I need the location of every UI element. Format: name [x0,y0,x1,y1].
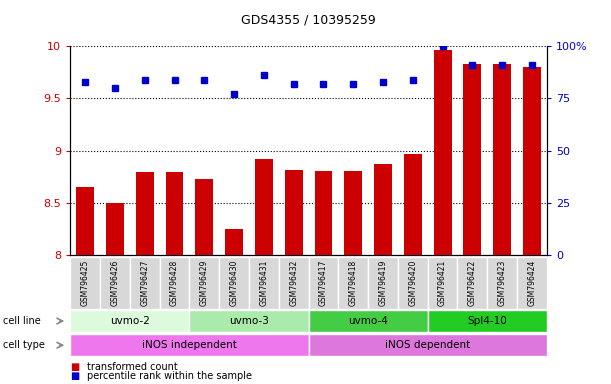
Bar [285,170,302,255]
Bar [488,257,517,309]
Text: cell type: cell type [3,340,45,350]
Text: GSM796421: GSM796421 [438,260,447,306]
Text: percentile rank within the sample: percentile rank within the sample [87,371,252,381]
Bar [100,257,130,309]
Text: GSM796422: GSM796422 [468,260,477,306]
Bar [189,257,219,309]
Bar [523,67,541,255]
Text: transformed count: transformed count [87,362,178,372]
Text: ■: ■ [70,362,79,372]
Bar [434,50,452,255]
Bar [70,334,309,356]
Text: uvmo-2: uvmo-2 [110,316,150,326]
Bar [309,310,428,332]
Text: uvmo-4: uvmo-4 [348,316,388,326]
Bar [428,257,458,309]
Text: GSM796419: GSM796419 [379,260,387,306]
Bar [398,257,428,309]
Text: uvmo-3: uvmo-3 [229,316,269,326]
Bar [249,257,279,309]
Bar [309,334,547,356]
Bar [70,257,100,309]
Bar [309,257,338,309]
Text: GDS4355 / 10395259: GDS4355 / 10395259 [241,13,376,26]
Text: GSM796417: GSM796417 [319,260,328,306]
Bar [225,229,243,255]
Text: iNOS independent: iNOS independent [142,340,237,350]
Text: GSM796418: GSM796418 [349,260,357,306]
Bar [458,257,488,309]
Bar [70,310,189,332]
Text: GSM796429: GSM796429 [200,260,209,306]
Text: GSM796432: GSM796432 [289,260,298,306]
Bar [76,187,94,255]
Bar [166,172,183,255]
Bar [315,170,332,255]
Text: GSM796431: GSM796431 [260,260,268,306]
Bar [196,179,213,255]
Text: GSM796423: GSM796423 [498,260,507,306]
Bar [517,257,547,309]
Text: GSM796427: GSM796427 [141,260,149,306]
Text: GSM796425: GSM796425 [81,260,90,306]
Text: iNOS dependent: iNOS dependent [385,340,470,350]
Text: GSM796420: GSM796420 [408,260,417,306]
Bar [189,310,309,332]
Bar [428,310,547,332]
Text: GSM796424: GSM796424 [527,260,536,306]
Bar [345,170,362,255]
Text: GSM796426: GSM796426 [111,260,119,306]
Text: Spl4-10: Spl4-10 [467,316,507,326]
Bar [136,172,154,255]
Text: GSM796428: GSM796428 [170,260,179,306]
Bar [130,257,159,309]
Bar [463,64,481,255]
Bar [338,257,368,309]
Bar [404,154,422,255]
Bar [493,64,511,255]
Bar [159,257,189,309]
Text: ■: ■ [70,371,79,381]
Text: cell line: cell line [3,316,41,326]
Bar [374,164,392,255]
Bar [255,159,273,255]
Text: GSM796430: GSM796430 [230,260,238,306]
Bar [219,257,249,309]
Bar [368,257,398,309]
Bar [106,203,124,255]
Bar [279,257,309,309]
